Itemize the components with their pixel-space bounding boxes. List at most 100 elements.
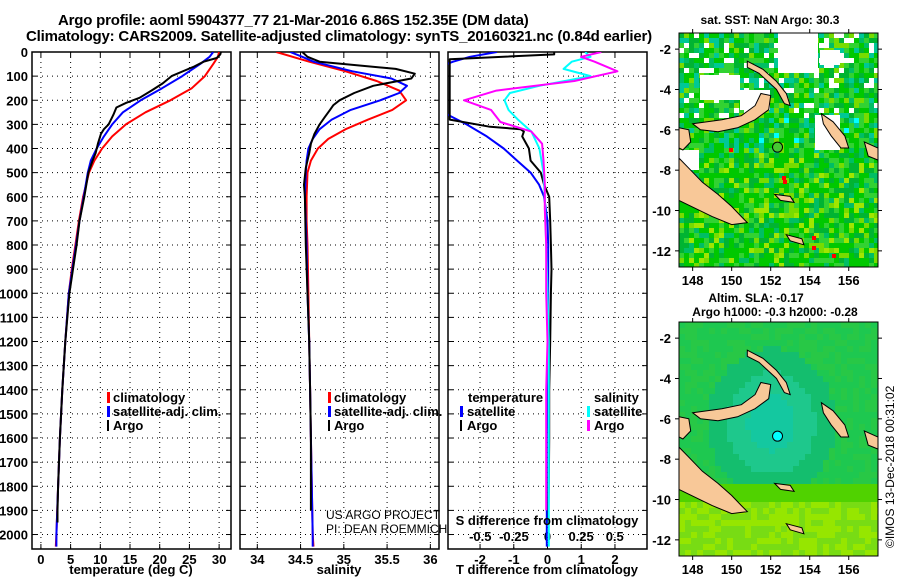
map-cell [794, 153, 799, 158]
map-cell [793, 340, 799, 346]
map-cell [739, 128, 744, 133]
map-cell [751, 388, 757, 394]
map-cell [749, 218, 754, 223]
map-cell [694, 248, 699, 253]
map-cell [703, 322, 709, 328]
map-cell [779, 118, 784, 123]
map-cell [804, 118, 809, 123]
map-cell [724, 223, 729, 228]
map-cell [847, 334, 853, 340]
map-cell [703, 532, 709, 538]
map-cell [691, 496, 697, 502]
map-cell [684, 78, 689, 83]
map-cell [787, 364, 793, 370]
map-cell [745, 364, 751, 370]
map-cell [763, 400, 769, 406]
map-cell [819, 223, 824, 228]
map-cell [824, 228, 829, 233]
map-cell [714, 183, 719, 188]
map-cell [864, 68, 869, 73]
map-cell [745, 442, 751, 448]
map-cell [844, 158, 849, 163]
map-cell [779, 138, 784, 143]
map-cell [794, 148, 799, 153]
map-cell [847, 340, 853, 346]
map-cell [865, 496, 871, 502]
map-cell [864, 108, 869, 113]
map-cell [817, 382, 823, 388]
map-cell [799, 153, 804, 158]
map-cell [684, 113, 689, 118]
map-cell [724, 183, 729, 188]
map-land [746, 60, 791, 107]
map-cell [733, 430, 739, 436]
map-cell [769, 238, 774, 243]
legend-swatch-t-argo [460, 420, 462, 431]
map-cell [774, 243, 779, 248]
map-cell [745, 382, 751, 388]
map-cell [805, 496, 811, 502]
map-cell [805, 400, 811, 406]
map-cell [714, 228, 719, 233]
map-cell [775, 382, 781, 388]
map-cell [774, 163, 779, 168]
map-cell [871, 370, 877, 376]
map-cell [709, 183, 714, 188]
map-cell [734, 198, 739, 203]
map-cell [709, 133, 714, 138]
map-cell [709, 538, 715, 544]
map-cell [727, 448, 733, 454]
map-cell [719, 173, 724, 178]
map-cell [839, 188, 844, 193]
map-cell [824, 168, 829, 173]
map-cell [744, 258, 749, 263]
map-cell [781, 424, 787, 430]
map-cell [799, 328, 805, 334]
map-cell [694, 223, 699, 228]
map-cell [699, 253, 704, 258]
map-cell [835, 322, 841, 328]
map-cell [679, 400, 685, 406]
map-cell [691, 532, 697, 538]
map-cell [697, 328, 703, 334]
map-cell [865, 520, 871, 526]
map-cell [759, 53, 764, 58]
map-cell [774, 118, 779, 123]
map-cell [854, 153, 859, 158]
map-cell [704, 53, 709, 58]
map-cell [759, 63, 764, 68]
map-cell [874, 143, 878, 148]
map-cell [697, 340, 703, 346]
map-cell [839, 123, 844, 128]
map-cell [805, 406, 811, 412]
map-cell [874, 123, 878, 128]
map-cell [829, 382, 835, 388]
map-cell [754, 148, 759, 153]
map-cell [779, 233, 784, 238]
map-cell [751, 478, 757, 484]
map-cell [793, 328, 799, 334]
map-cell [869, 113, 874, 118]
map-cell [839, 103, 844, 108]
map-cell [834, 153, 839, 158]
map-cell [774, 128, 779, 133]
map-cell [834, 38, 839, 43]
map-cell [769, 173, 774, 178]
map-cell [679, 514, 685, 520]
map-cell [781, 520, 787, 526]
map-cell [774, 213, 779, 218]
map-cell [784, 128, 789, 133]
map-cell [749, 68, 754, 73]
map-cell [859, 68, 864, 73]
map-cell [744, 243, 749, 248]
map-cell [729, 153, 734, 158]
map-cell [774, 63, 779, 68]
map-cell [799, 118, 804, 123]
map-cell [829, 448, 835, 454]
sla-map-subtitle: Argo h1000: -0.3 h2000: -0.28 [692, 305, 858, 319]
map-cell [754, 188, 759, 193]
map-cell [805, 472, 811, 478]
map-cell [769, 53, 774, 58]
map-cell [781, 328, 787, 334]
map-cell [744, 208, 749, 213]
